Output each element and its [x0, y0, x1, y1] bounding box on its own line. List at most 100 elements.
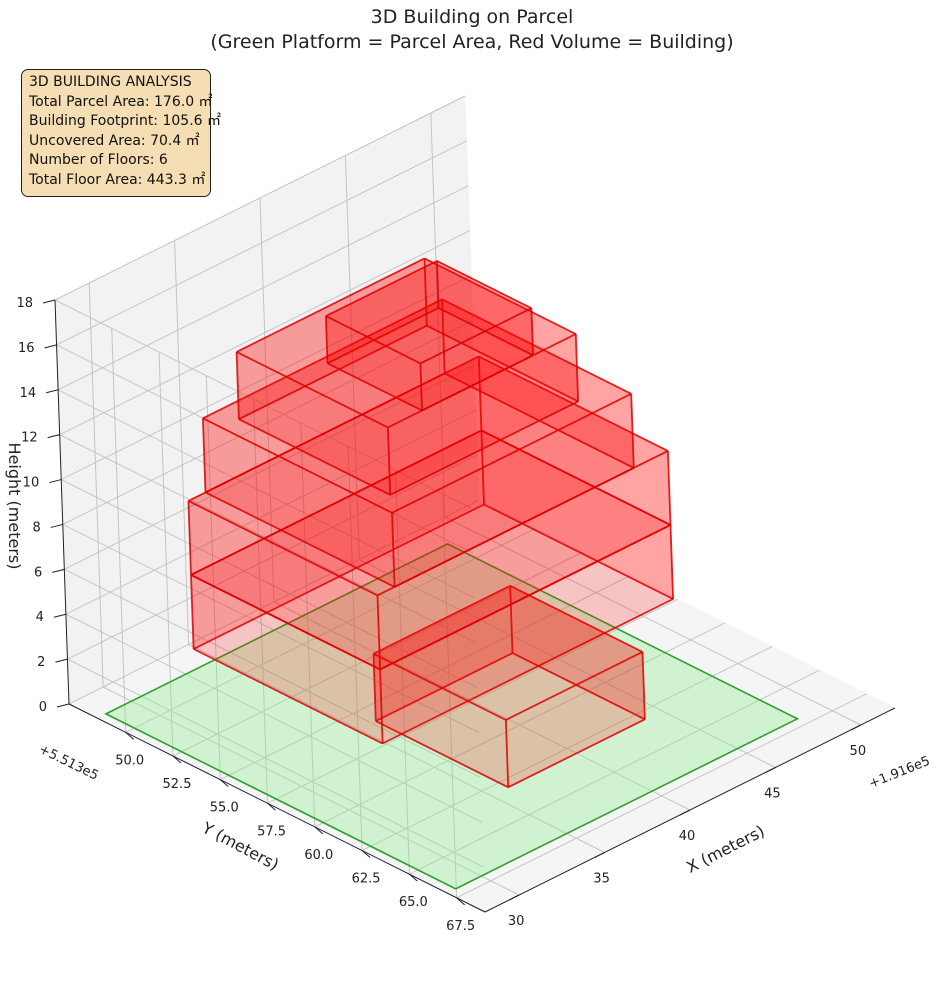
z-tick-label: 16 [18, 341, 35, 356]
floor-edge [441, 298, 632, 395]
x-tick-label: 50 [850, 744, 867, 759]
z-tick [49, 479, 62, 484]
y-tick-label: 50.0 [115, 753, 144, 768]
z-tick-label: 0 [39, 700, 47, 715]
y-tick [456, 897, 465, 906]
floor-face [202, 418, 395, 587]
floor-edge [193, 648, 384, 745]
floor-edge [190, 574, 195, 650]
floor-face [478, 356, 671, 525]
floor-edge [325, 260, 438, 317]
floor-edge [669, 524, 674, 600]
floor-edge [202, 417, 393, 514]
z-tick-label: 8 [32, 520, 40, 535]
x-tick-label: 30 [508, 914, 525, 929]
floor-edge [238, 324, 428, 421]
floor-edge [373, 584, 511, 655]
y-tick-label: 62.5 [352, 872, 381, 887]
info-parcel-area: Total Parcel Area: 176.0 ㎡ [29, 93, 213, 110]
floor-face [424, 258, 579, 402]
info-floors: Number of Floors: 6 [29, 152, 168, 169]
floor-edge [389, 400, 579, 496]
x-tick-label: 45 [764, 787, 781, 802]
floor-edge [235, 351, 240, 420]
z-tick-label: 2 [37, 655, 45, 670]
floor-edge [424, 257, 577, 335]
floor-5 [235, 257, 579, 496]
floor-edge [327, 307, 439, 365]
floor-edge [391, 512, 396, 587]
y-tick [361, 850, 371, 858]
y-offset-label: +5.513e5 [36, 742, 100, 784]
floor-edge [236, 257, 425, 353]
y-tick [219, 779, 229, 788]
floor-edge [505, 651, 643, 721]
info-floor-area: Total Floor Area: 443.3 ㎡ [29, 171, 206, 188]
floor-edge [205, 372, 446, 494]
floor-face [392, 393, 634, 587]
floor-edge [375, 652, 513, 722]
floor-edge [509, 584, 643, 653]
floor-edge [236, 351, 389, 429]
floor-face [436, 260, 534, 356]
x-tick [508, 894, 520, 901]
floor-edge [667, 450, 672, 526]
floor-face [325, 260, 439, 364]
floor-edge [509, 585, 514, 654]
z-tick [44, 344, 57, 349]
floor-edge [480, 429, 671, 526]
y-tick-label: 55.0 [210, 801, 239, 816]
floor-edge [530, 308, 534, 356]
floor-face [420, 308, 534, 411]
floor-edge [375, 720, 509, 789]
floor-edge [190, 429, 482, 576]
floor-face [236, 258, 427, 420]
chart-subtitle: (Green Platform = Parcel Area, Red Volum… [210, 31, 734, 53]
floor-edge [507, 718, 646, 789]
floor-6 [325, 260, 534, 412]
z-tick [56, 703, 70, 708]
floor-edge [372, 653, 377, 722]
floor-1 [372, 584, 646, 789]
floor-edge [641, 651, 646, 720]
z-axis-line [54, 299, 70, 705]
floor-edge [379, 524, 671, 671]
floor-edge [202, 418, 207, 493]
floor-edge [387, 427, 392, 495]
floor-edge [190, 574, 381, 671]
floor-edge [574, 333, 579, 402]
floor-edge [376, 595, 381, 670]
info-uncovered: Uncovered Area: 70.4 ㎡ [29, 132, 200, 149]
floor-edge [379, 669, 384, 744]
floor-face [373, 653, 509, 788]
z-tick [42, 299, 56, 304]
floor-face [191, 574, 383, 744]
building-volume [187, 257, 674, 789]
floor-face [377, 450, 671, 670]
floor-face [373, 585, 513, 722]
y-tick-label: 60.0 [304, 848, 333, 863]
floor-edge [238, 418, 391, 496]
z-tick [45, 389, 59, 394]
z-tick [52, 568, 65, 573]
floor-edge [391, 392, 632, 514]
floor-face [510, 585, 645, 720]
parcel-platform [104, 543, 800, 890]
floor-edge [505, 719, 510, 788]
x-tick [765, 767, 776, 773]
floor-face [191, 430, 671, 670]
floor-edge [419, 307, 532, 365]
floor-edge [325, 315, 421, 365]
y-tick [409, 873, 418, 882]
z-tick [55, 658, 68, 663]
y-tick [125, 731, 135, 740]
analysis-info-box: 3D BUILDING ANALYSIS Total Parcel Area: … [21, 69, 221, 197]
floor-face [387, 334, 579, 495]
y-tick [172, 755, 182, 764]
z-tick-label: 14 [20, 386, 37, 401]
floor-edge [325, 316, 329, 364]
floor-edge [394, 467, 635, 588]
x-tick [679, 809, 691, 816]
y-tick-label: 67.5 [446, 919, 475, 934]
